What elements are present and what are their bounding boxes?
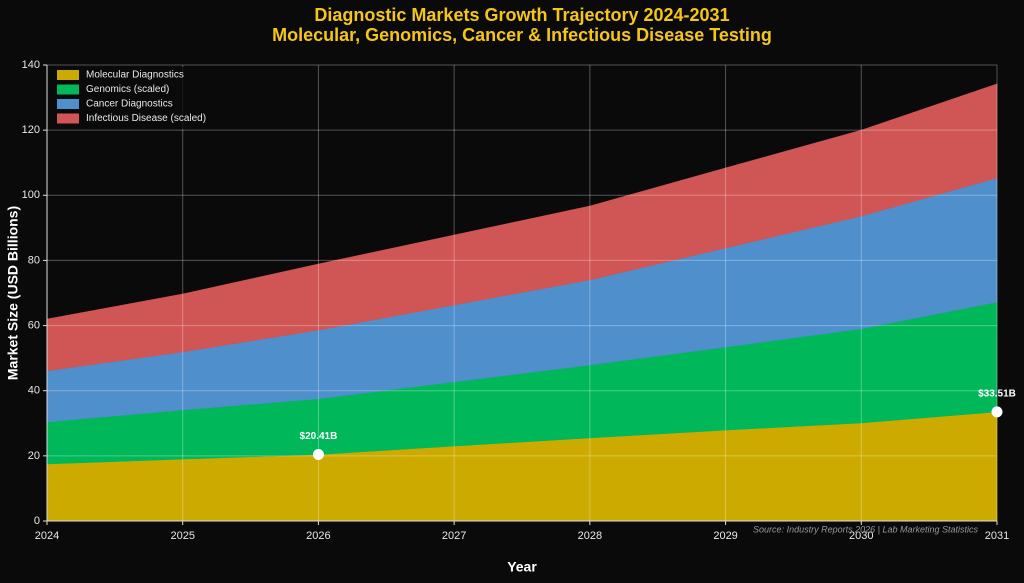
y-tick-label: 20 <box>28 450 40 462</box>
y-tick-label: 0 <box>34 515 40 527</box>
legend-label: Genomics (scaled) <box>86 84 169 95</box>
x-tick-label: 2024 <box>35 530 59 542</box>
legend-swatch <box>57 99 79 109</box>
y-tick-label: 80 <box>28 254 40 266</box>
annotation-label: $20.41B <box>300 431 338 442</box>
x-axis-label: Year <box>507 559 537 575</box>
y-tick-label: 100 <box>22 189 40 201</box>
x-tick-label: 2030 <box>849 530 873 542</box>
x-tick-label: 2027 <box>442 530 466 542</box>
legend-swatch <box>57 84 79 95</box>
source-note: Source: Industry Reports 2026 | Lab Mark… <box>753 524 978 534</box>
legend-label: Molecular Diagnostics <box>86 70 184 81</box>
y-tick-label: 40 <box>28 385 40 397</box>
x-tick-label: 2025 <box>170 530 194 542</box>
x-tick-label: 2026 <box>306 530 330 542</box>
y-tick-label: 140 <box>22 59 40 71</box>
legend-label: Infectious Disease (scaled) <box>86 113 206 124</box>
chart-title: Diagnostic Markets Growth Trajectory 202… <box>314 5 729 25</box>
y-axis-label: Market Size (USD Billions) <box>5 206 21 380</box>
legend-swatch <box>57 70 79 80</box>
x-tick-label: 2029 <box>713 530 737 542</box>
x-tick-label: 2028 <box>578 530 602 542</box>
area <box>46 83 998 372</box>
legend-swatch <box>57 113 79 124</box>
x-tick-label: 2031 <box>985 530 1009 542</box>
legend-label: Cancer Diagnostics <box>86 99 173 110</box>
y-tick-label: 120 <box>22 124 40 136</box>
chart-subtitle: Molecular, Genomics, Cancer & Infectious… <box>272 25 772 45</box>
y-tick-label: 60 <box>28 319 40 331</box>
annotation-point <box>991 406 1003 418</box>
legend-box <box>51 67 216 129</box>
annotation-point <box>312 449 324 461</box>
annotation-label: $33.51B <box>978 388 1016 399</box>
